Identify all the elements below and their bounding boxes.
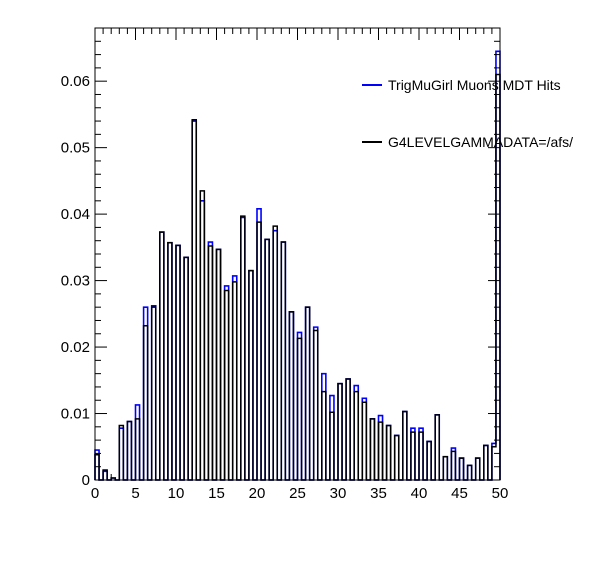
x-tick-label: 35	[370, 485, 387, 502]
y-tick-label: 0.01	[61, 406, 90, 423]
legend-entry-1: TrigMuGirl Muons MDT Hits	[362, 77, 561, 93]
x-tick-label: 20	[249, 485, 266, 502]
x-tick-label: 15	[208, 485, 225, 502]
x-tick-label: 10	[168, 485, 185, 502]
y-tick-label: 0.02	[61, 339, 90, 356]
y-tick-label: 0.06	[61, 73, 90, 90]
series-layer	[94, 50, 501, 481]
x-tick-label: 40	[411, 485, 428, 502]
legend-label: G4LEVELGAMMADATA=/afs/	[388, 134, 573, 150]
x-tick-label: 30	[330, 485, 347, 502]
x-tick-label: 25	[289, 485, 306, 502]
y-tick-label: 0.04	[61, 206, 90, 223]
y-tick-label: 0.03	[61, 273, 90, 290]
x-tick-label: 50	[492, 485, 509, 502]
legend: TrigMuGirl Muons MDT Hits G4LEVELGAMMADAT…	[362, 77, 573, 150]
axes-layer: 0 5 10 15 20 25 30 35 40 45 50 0 0.01 0.02 0.03 0.04 0.0…	[61, 27, 509, 502]
legend-label: TrigMuGirl Muons MDT Hits	[388, 77, 561, 93]
x-tick-label: 0	[91, 485, 99, 502]
x-tick-label: 45	[451, 485, 468, 502]
y-tick-label: 0.05	[61, 140, 90, 157]
legend-entry-2: G4LEVELGAMMADATA=/afs/	[362, 134, 573, 150]
y-tick-label: 0	[82, 472, 90, 489]
x-tick-label: 5	[131, 485, 139, 502]
